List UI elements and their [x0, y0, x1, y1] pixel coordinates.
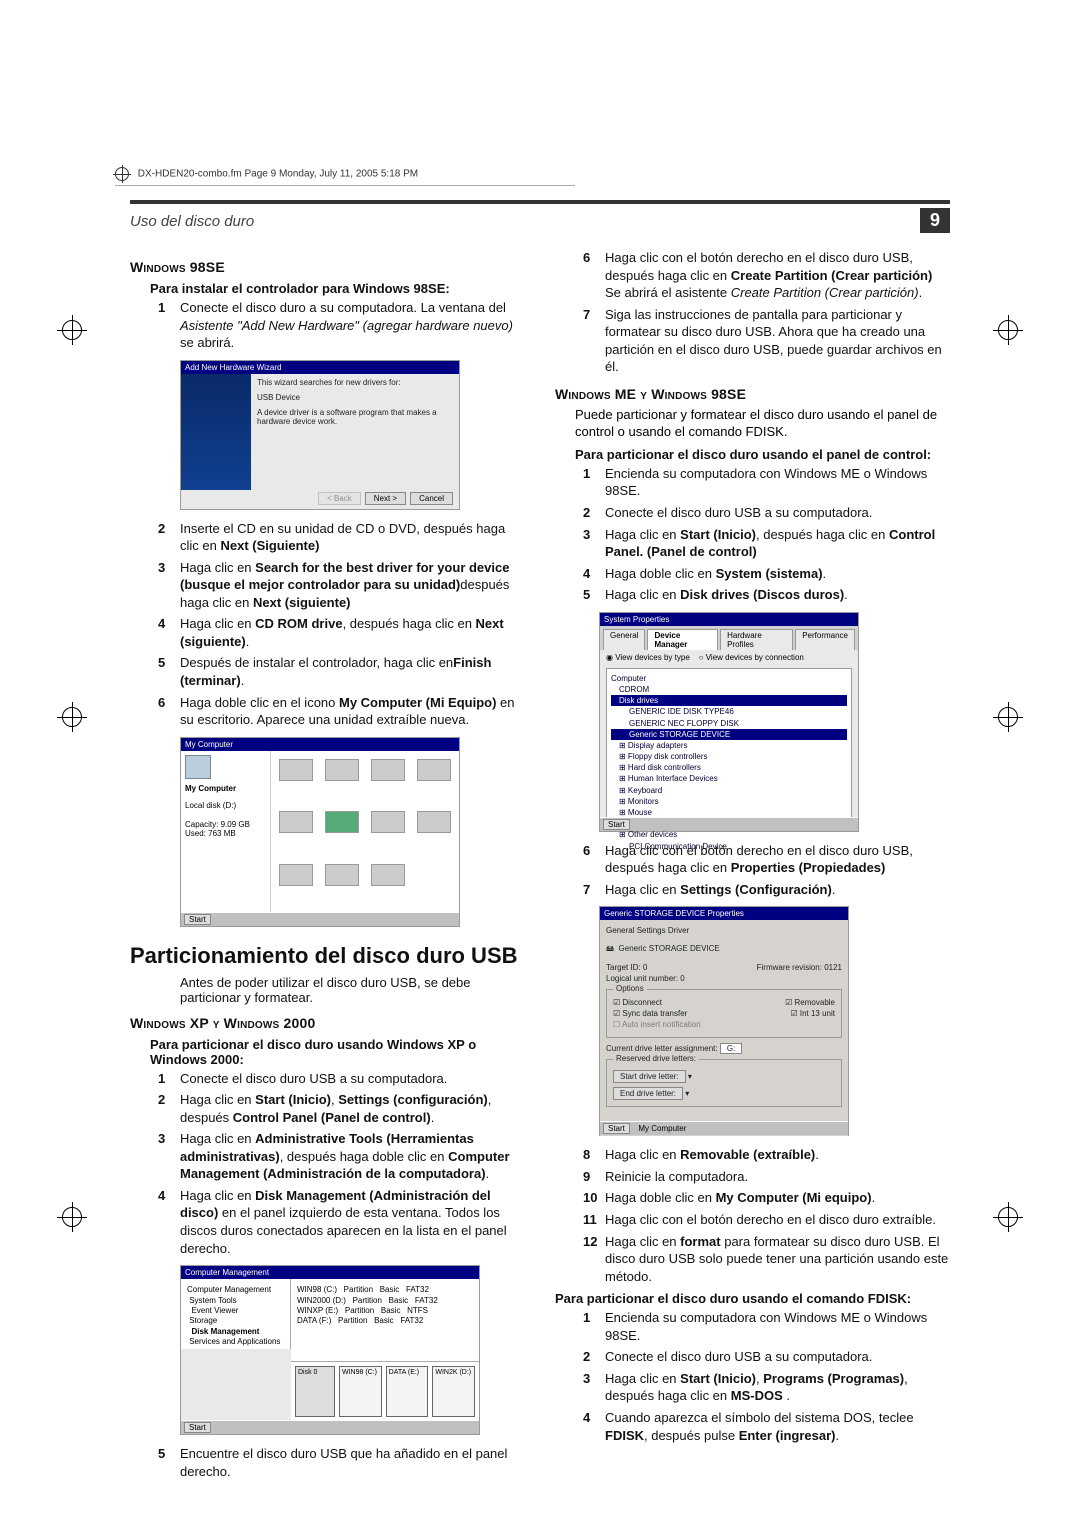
figure-my-computer: My Computer My Computer Local disk (D:) …	[180, 737, 460, 927]
steps-fdisk: 1Encienda su computadora con Windows ME …	[605, 1309, 950, 1444]
my-computer-icon	[185, 755, 211, 779]
lead-partition: Antes de poder utilizar el disco duro US…	[180, 975, 525, 1005]
section-partition: Particionamiento del disco duro USB	[130, 943, 525, 969]
subhead-fdisk: Para particionar el disco duro usando el…	[555, 1291, 950, 1306]
subhead-xp2000: Para particionar el disco duro usando Wi…	[150, 1037, 525, 1067]
frame-header: DX-HDEN20-combo.fm Page 9 Monday, July 1…	[115, 165, 575, 186]
page-number: 9	[920, 208, 950, 233]
page-content: Uso del disco duro 9 Windows 98SE Para i…	[130, 200, 950, 1484]
heading-win98: Windows 98SE	[130, 259, 525, 275]
subhead-panel: Para particionar el disco duro usando el…	[575, 447, 950, 462]
steps-win98: 1Conecte el disco duro a su computadora.…	[180, 299, 525, 352]
figure-system-properties: System Properties General Device Manager…	[599, 612, 859, 832]
heading-me98: Windows ME y Windows 98SE	[555, 386, 950, 402]
figure-device-properties: Generic STORAGE DEVICE Properties Genera…	[599, 906, 849, 1136]
subhead-install-98: Para instalar el controlador para Window…	[150, 281, 525, 296]
body-me98: Puede particionar y formatear el disco d…	[575, 406, 950, 441]
steps-panel3: 8Haga clic en Removable (extraíble). 9Re…	[605, 1146, 950, 1285]
figure-computer-management: Computer Management Computer Management …	[180, 1265, 480, 1435]
running-title: Uso del disco duro	[130, 213, 254, 230]
left-column: Windows 98SE Para instalar el controlado…	[130, 249, 525, 1484]
figure-add-hardware-wizard: Add New Hardware Wizard This wizard sear…	[180, 360, 460, 510]
steps-xp-cont: 6Haga clic con el botón derecho en el di…	[605, 249, 950, 376]
steps-xp2000: 1Conecte el disco duro USB a su computad…	[180, 1070, 525, 1257]
steps-panel2: 6Haga clic con el botón derecho en el di…	[605, 842, 950, 899]
right-column: 6Haga clic con el botón derecho en el di…	[555, 249, 950, 1484]
steps-xp2000-5: 5Encuentre el disco duro USB que ha añad…	[180, 1445, 525, 1480]
steps-panel: 1Encienda su computadora con Windows ME …	[605, 465, 950, 604]
steps-win98-cont: 2Inserte el CD en su unidad de CD o DVD,…	[180, 520, 525, 729]
heading-xp2000: Windows XP y Windows 2000	[130, 1015, 525, 1031]
